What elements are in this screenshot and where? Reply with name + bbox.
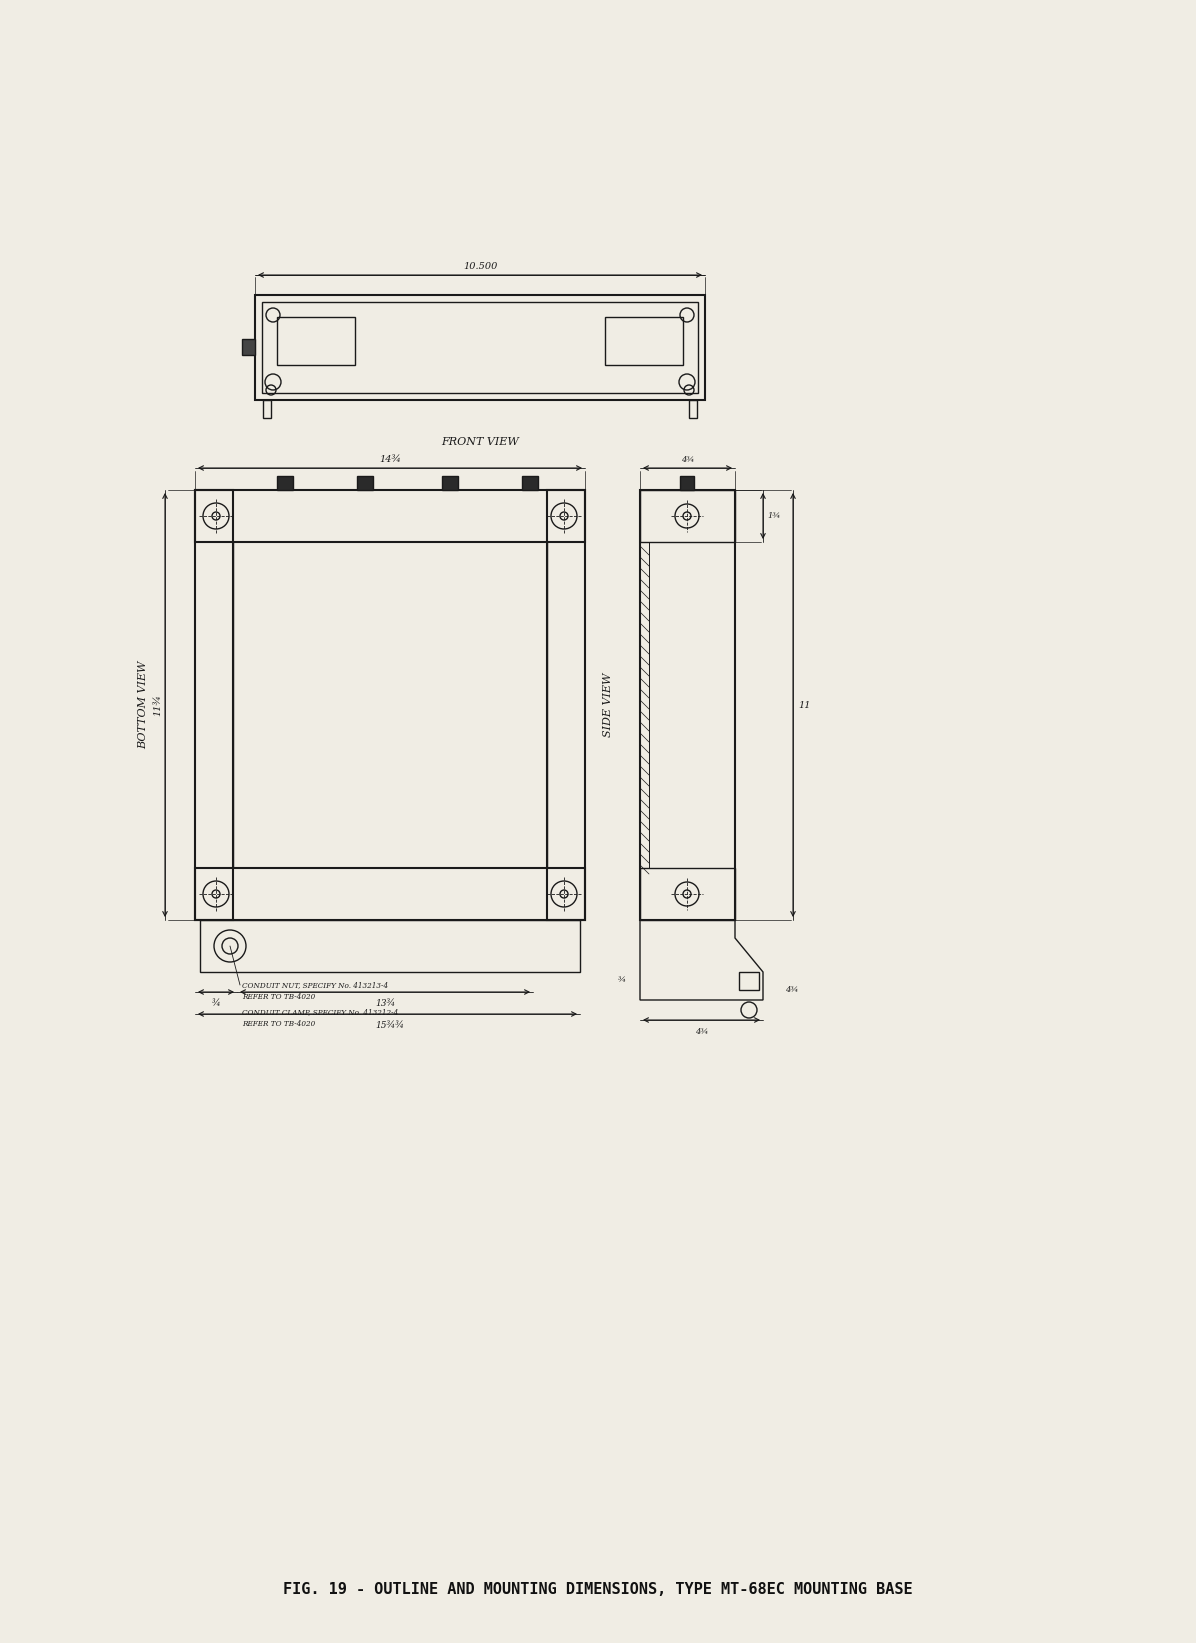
Bar: [521, 476, 538, 490]
Bar: [605, 317, 683, 365]
Text: 4¾: 4¾: [785, 986, 799, 994]
Bar: [262, 302, 698, 393]
Bar: [640, 490, 736, 920]
Bar: [195, 490, 233, 920]
Text: 13¾: 13¾: [374, 999, 395, 1009]
Text: 11: 11: [798, 700, 811, 710]
Text: FRONT VIEW: FRONT VIEW: [441, 437, 519, 447]
Text: FIG. 19 - OUTLINE AND MOUNTING DIMENSIONS, TYPE MT-68EC MOUNTING BASE: FIG. 19 - OUTLINE AND MOUNTING DIMENSION…: [283, 1582, 913, 1597]
Bar: [195, 868, 585, 920]
Bar: [356, 476, 373, 490]
Text: CONDUIT NUT, SPECIFY No. 413213-4: CONDUIT NUT, SPECIFY No. 413213-4: [242, 981, 389, 989]
Text: BOTTOM VIEW: BOTTOM VIEW: [138, 660, 148, 749]
Bar: [739, 973, 759, 991]
Text: REFER TO TB-4020: REFER TO TB-4020: [242, 1020, 316, 1029]
Text: 15¾¾: 15¾¾: [376, 1022, 404, 1030]
Text: 10.500: 10.500: [463, 261, 498, 271]
Text: ¾: ¾: [618, 976, 626, 984]
Bar: [242, 338, 255, 355]
Bar: [443, 476, 458, 490]
Text: 1¾: 1¾: [767, 513, 781, 519]
Bar: [277, 317, 355, 365]
Bar: [681, 476, 694, 490]
Text: 4¾: 4¾: [695, 1029, 708, 1037]
Text: CONDUIT CLAMP, SPECIFY No. 413212-4: CONDUIT CLAMP, SPECIFY No. 413212-4: [242, 1009, 398, 1015]
Bar: [689, 399, 697, 417]
Text: 4¾: 4¾: [681, 457, 694, 463]
Text: ¾: ¾: [212, 999, 220, 1009]
Bar: [200, 920, 580, 973]
Bar: [547, 490, 585, 920]
Text: SIDE VIEW: SIDE VIEW: [603, 674, 614, 738]
Bar: [277, 476, 293, 490]
Bar: [195, 490, 585, 542]
Bar: [640, 490, 736, 542]
Bar: [263, 399, 271, 417]
Text: 11¾: 11¾: [153, 693, 161, 716]
Bar: [640, 868, 736, 920]
Bar: [255, 296, 704, 399]
Text: 14¾: 14¾: [379, 455, 401, 463]
Text: REFER TO TB-4020: REFER TO TB-4020: [242, 992, 316, 1001]
